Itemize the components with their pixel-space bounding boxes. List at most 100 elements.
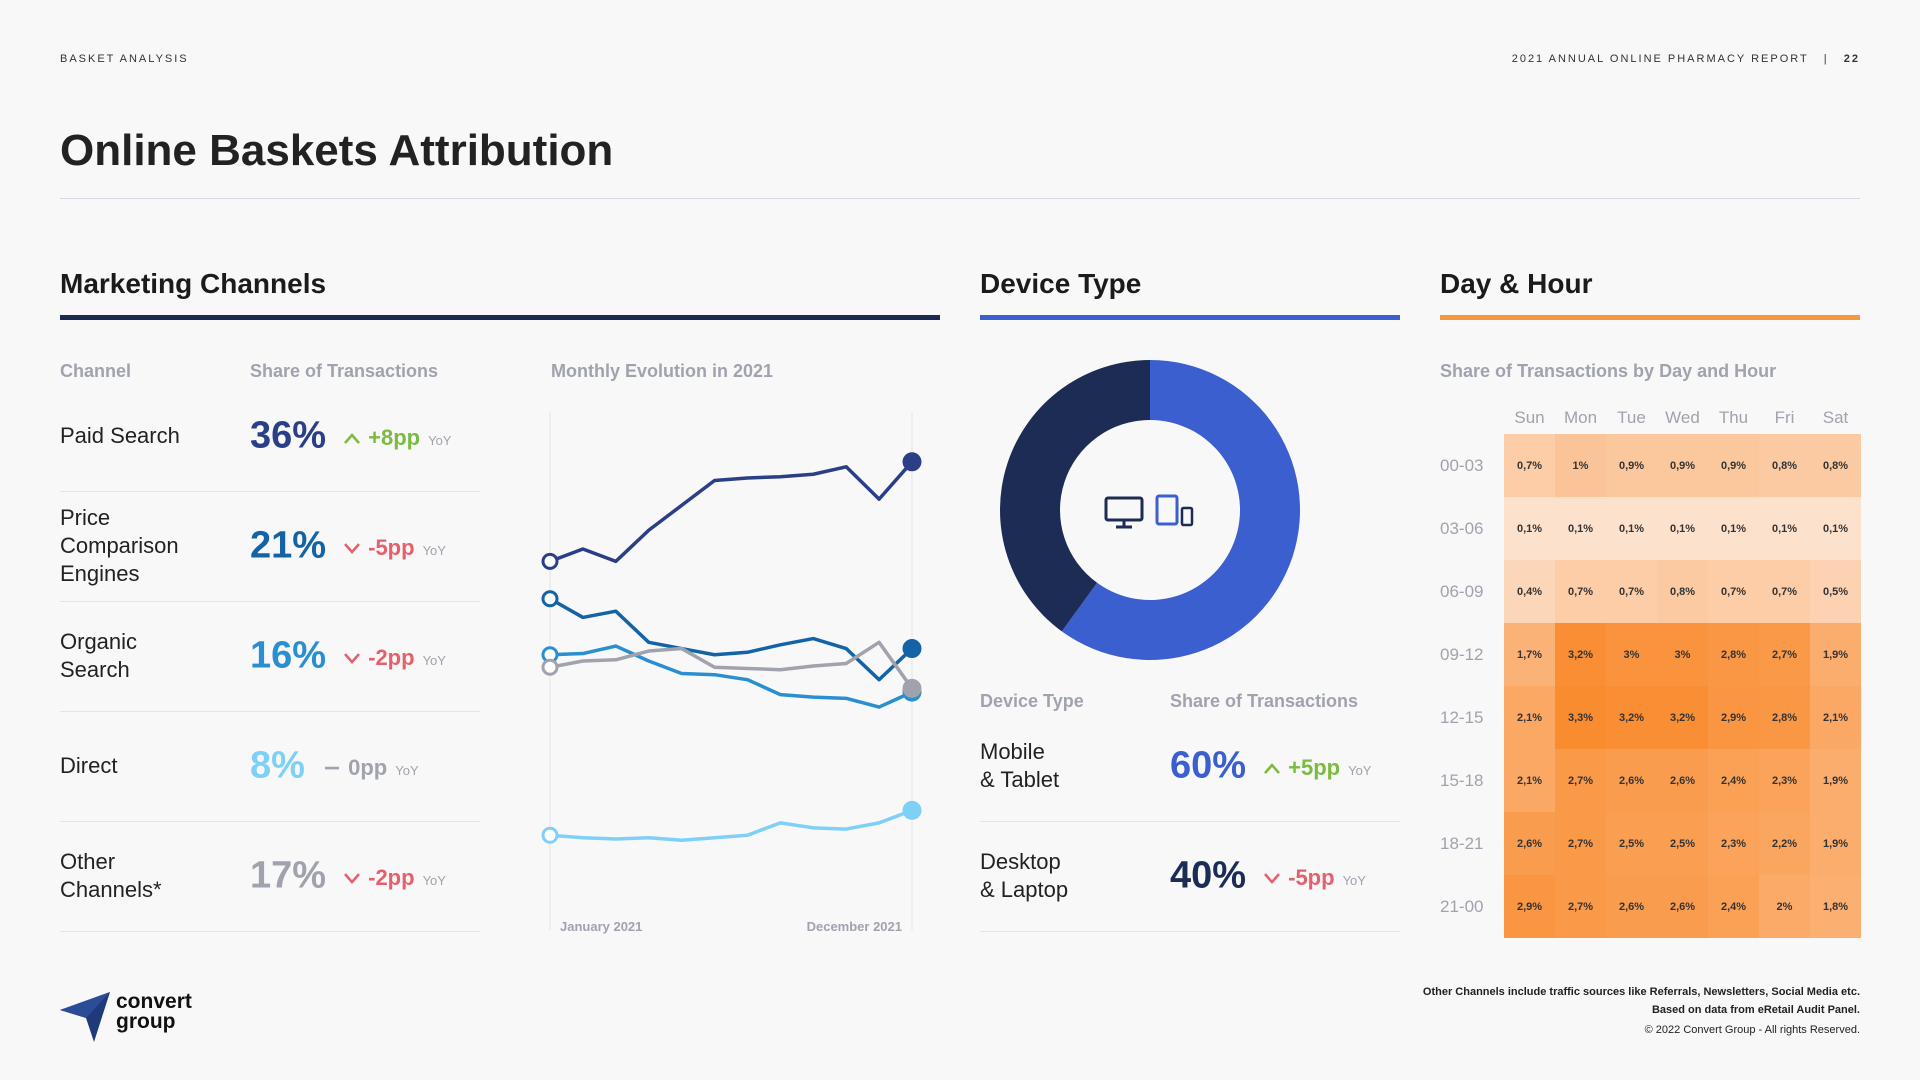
dayhour-section-rule: [1440, 315, 1860, 320]
heatmap-row: 03-06 0,1% 0,1% 0,1% 0,1% 0,1% 0,1% 0,1%: [1440, 497, 1861, 560]
marketing-section-title: Marketing Channels: [60, 268, 327, 299]
day-hour-heatmap: Sun Mon Tue Wed Thu Fri Sat 00-03 0,7% 1% 0,9% 0,9%…: [1440, 402, 1861, 938]
row-label: Paid Search: [60, 423, 180, 448]
row-yoy-change: -2pp YoY: [342, 865, 446, 891]
heatmap-hour-label: 18-21: [1440, 833, 1484, 853]
heatmap-cell: 0,8%: [1657, 560, 1708, 623]
evolution-column-header: Monthly Evolution in 2021: [551, 361, 774, 381]
trend-up-icon: [344, 433, 360, 444]
device-column-header: Device Type: [980, 691, 1084, 711]
logo-arrow-icon: [60, 992, 110, 1042]
heatmap-cell: 0,5%: [1810, 560, 1861, 623]
heatmap-day-header: Mon: [1563, 408, 1598, 427]
table-row: Paid Search 36% +8pp YoY: [60, 381, 480, 492]
row-yoy-label: YoY: [422, 873, 446, 889]
heatmap-day-header: Sat: [1822, 408, 1849, 427]
heatmap-day-header: Thu: [1718, 408, 1749, 427]
row-label: Mobile & Tablet: [980, 739, 1060, 792]
heatmap-cell: 0,7%: [1555, 560, 1606, 623]
heatmap-cell: 3%: [1657, 623, 1708, 686]
heatmap-cell: 0,1%: [1708, 497, 1759, 560]
heatmap-cell: 1,8%: [1810, 875, 1861, 938]
row-share-value: 16%: [250, 634, 327, 677]
section-label: BASKET ANALYSIS: [60, 53, 189, 65]
row-label: Other Channels*: [60, 849, 162, 902]
heatmap-cell: 2,4%: [1708, 749, 1759, 812]
heatmap-cell: 2,2%: [1759, 812, 1810, 875]
heatmap-cell: 0,7%: [1759, 560, 1810, 623]
row-yoy-change: -5pp YoY: [342, 535, 446, 561]
page-title: Online Baskets Attribution: [60, 126, 614, 175]
heatmap-cell: 0,7%: [1606, 560, 1657, 623]
row-yoy-label: YoY: [428, 433, 452, 449]
heatmap-cell: 2,6%: [1504, 812, 1555, 875]
heatmap-cell: 1,9%: [1810, 812, 1861, 875]
heatmap-cell: 2,7%: [1555, 812, 1606, 875]
row-share-value: 17%: [250, 854, 327, 897]
heatmap-cell: 2,4%: [1708, 875, 1759, 938]
heatmap-cell: 2,7%: [1759, 623, 1810, 686]
heatmap-cell: 3,3%: [1555, 686, 1606, 749]
table-row: Desktop & Laptop 40% -5pp YoY: [980, 821, 1400, 932]
marketing-section-rule: [60, 315, 940, 320]
heatmap-subtitle: Share of Transactions by Day and Hour: [1440, 361, 1777, 381]
header-separator: |: [1823, 53, 1829, 65]
heatmap-cell: 1,7%: [1504, 623, 1555, 686]
heatmap-day-header: Tue: [1617, 408, 1646, 427]
table-row: Direct 8% 0pp YoY: [60, 711, 480, 822]
heatmap-cell: 2,6%: [1657, 749, 1708, 812]
heatmap-cell: 0,1%: [1504, 497, 1555, 560]
heatmap-cell: 2,7%: [1555, 749, 1606, 812]
heatmap-cell: 0,1%: [1606, 497, 1657, 560]
heatmap-cell: 2%: [1759, 875, 1810, 938]
row-yoy-label: YoY: [395, 763, 419, 779]
heatmap-cell: 1,9%: [1810, 623, 1861, 686]
heatmap-cell: 2,8%: [1759, 686, 1810, 749]
device-donut-chart: [1000, 360, 1300, 660]
heatmap-cell: 2,5%: [1606, 812, 1657, 875]
dayhour-section-title: Day & Hour: [1440, 268, 1593, 299]
share-column-header: Share of Transactions: [250, 361, 439, 381]
heatmap-cell: 2,8%: [1708, 623, 1759, 686]
heatmap-cell: 0,1%: [1810, 497, 1861, 560]
heatmap-row: 12-15 2,1% 3,3% 3,2% 3,2% 2,9% 2,8% 2,1%: [1440, 686, 1861, 749]
heatmap-cell: 2,3%: [1759, 749, 1810, 812]
series-line-2: [549, 644, 913, 709]
row-label: Desktop & Laptop: [980, 849, 1069, 902]
heatmap-cell: 3,2%: [1606, 686, 1657, 749]
heatmap-hour-label: 12-15: [1440, 707, 1484, 727]
heatmap-hour-label: 00-03: [1440, 455, 1484, 475]
series-end-point: [902, 452, 922, 472]
row-delta: 0pp: [348, 755, 388, 781]
series-start-point: [541, 826, 559, 844]
heatmap-cell: 0,9%: [1657, 434, 1708, 497]
monthly-evolution-chart: January 2021 December 2021: [541, 412, 922, 934]
heatmap-hour-label: 21-00: [1440, 896, 1484, 916]
page-number: 22: [1843, 53, 1860, 65]
heatmap-cell: 2,1%: [1504, 686, 1555, 749]
heatmap-cell: 1,9%: [1810, 749, 1861, 812]
row-delta: -2pp: [368, 865, 415, 891]
x-axis-end-label: December 2021: [807, 919, 902, 934]
trend-down-icon: [344, 873, 360, 885]
heatmap-cell: 2,3%: [1708, 812, 1759, 875]
row-yoy-change: 0pp YoY: [322, 755, 419, 781]
heatmap-row: 00-03 0,7% 1% 0,9% 0,9% 0,9% 0,8% 0,8%: [1440, 434, 1861, 497]
heatmap-cell: 3,2%: [1555, 623, 1606, 686]
heatmap-cell: 0,7%: [1708, 560, 1759, 623]
heatmap-day-header: Sun: [1514, 408, 1545, 427]
heatmap-cell: 0,9%: [1708, 434, 1759, 497]
heatmap-cell: 2,9%: [1504, 875, 1555, 938]
channel-column-header: Channel: [60, 361, 132, 381]
trend-down-icon: [344, 653, 360, 665]
heatmap-cell: 3,2%: [1657, 686, 1708, 749]
heatmap-hour-label: 15-18: [1440, 770, 1484, 790]
heatmap-row: 15-18 2,1% 2,7% 2,6% 2,6% 2,4% 2,3% 1,9%: [1440, 749, 1861, 812]
series-line-0: [549, 460, 914, 564]
x-axis-start-label: January 2021: [560, 919, 642, 934]
row-share-value: 60%: [1170, 744, 1247, 787]
heatmap-hour-label: 09-12: [1440, 644, 1484, 664]
row-delta: -2pp: [368, 645, 415, 671]
row-yoy-label: YoY: [422, 543, 446, 559]
device-section-title: Device Type: [980, 268, 1142, 299]
